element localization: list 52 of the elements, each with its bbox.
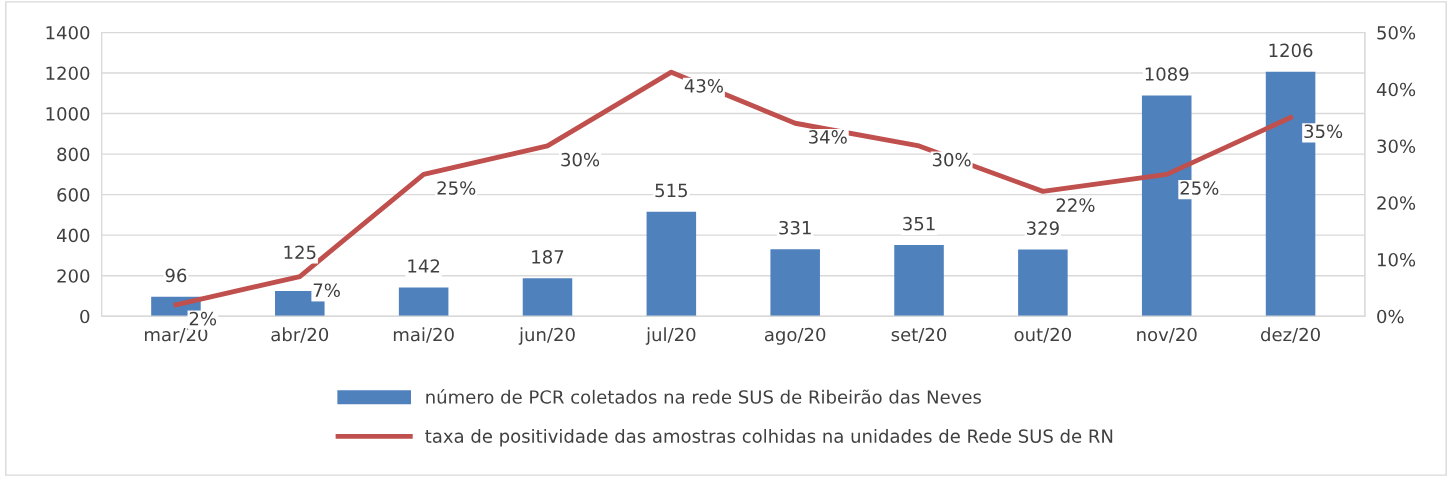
- y-tick-label: 1400: [46, 25, 90, 40]
- data-label: 25%: [1180, 181, 1219, 195]
- data-label: 34%: [809, 130, 847, 144]
- data-label: 96: [165, 268, 187, 283]
- legend-label: taxa de positividade das amostras colhidas na unidades de Rede SUS de RN: [425, 428, 1113, 447]
- y-tick-label: 600: [57, 188, 90, 202]
- bar: [646, 211, 697, 317]
- y-tick-label: 0: [80, 309, 90, 324]
- x-tick-label: dez/20: [1261, 327, 1320, 343]
- x-tick-label: abr/20: [271, 327, 329, 343]
- data-label: 1089: [1145, 67, 1189, 81]
- data-label: 30%: [932, 152, 971, 167]
- bar: [1018, 249, 1068, 317]
- data-label: 515: [655, 183, 687, 198]
- y2-tick-label: 20%: [1377, 196, 1416, 210]
- y-tick-label: 400: [56, 228, 90, 243]
- x-tick-label: nov/20: [1137, 327, 1197, 343]
- legend-label: número de PCR coletados na rede SUS de Ribeirão das Neves: [426, 389, 981, 404]
- data-label: 1206: [1269, 43, 1313, 58]
- x-tick-label: out/20: [1014, 327, 1071, 343]
- y2-tick-label: 0%: [1377, 309, 1404, 324]
- y2-tick-label: 10%: [1377, 252, 1416, 267]
- data-label: 7%: [313, 283, 340, 298]
- data-label: 125: [284, 245, 316, 260]
- y2-tick-label: 50%: [1377, 25, 1416, 40]
- data-label: 2%: [189, 311, 217, 326]
- data-label: 331: [779, 220, 811, 235]
- data-label: 43%: [684, 79, 723, 93]
- data-label: 329: [1027, 221, 1059, 235]
- y-tick-label: 800: [57, 147, 90, 162]
- data-label: 351: [903, 216, 935, 231]
- data-label: 30%: [561, 152, 600, 167]
- x-tick-label: jul/20: [645, 327, 696, 345]
- x-tick-label: ago/20: [764, 327, 826, 345]
- data-label: 22%: [1056, 198, 1095, 212]
- x-tick-label: jun/20: [518, 327, 575, 345]
- x-tick-label: set/20: [891, 327, 947, 343]
- y-tick-label: 1000: [46, 106, 90, 121]
- bar: [398, 287, 449, 317]
- data-label: 25%: [437, 181, 476, 195]
- data-label: 187: [532, 250, 564, 264]
- y2-tick-label: 40%: [1376, 82, 1416, 97]
- data-label: 142: [408, 259, 440, 273]
- y-tick-label: 1200: [46, 66, 90, 81]
- bar: [522, 278, 573, 317]
- x-tick-label: mar/20: [145, 327, 208, 343]
- bar: [894, 245, 944, 317]
- y2-tick-label: 30%: [1377, 139, 1416, 154]
- y-tick-label: 200: [57, 269, 90, 283]
- bar: [770, 249, 820, 317]
- x-tick-label: mai/20: [393, 327, 454, 343]
- data-label: 35%: [1304, 124, 1343, 139]
